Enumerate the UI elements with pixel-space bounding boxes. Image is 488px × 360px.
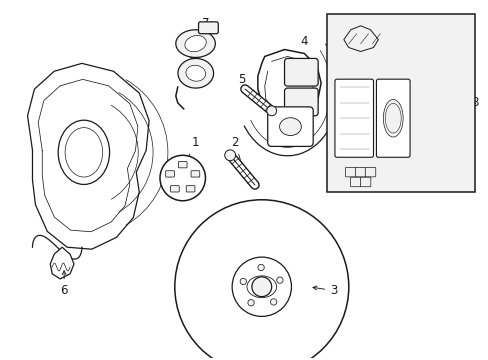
FancyBboxPatch shape [170, 186, 179, 192]
Text: 2: 2 [231, 136, 243, 168]
FancyBboxPatch shape [186, 186, 195, 192]
Polygon shape [257, 50, 321, 121]
FancyBboxPatch shape [165, 171, 174, 177]
Polygon shape [343, 26, 378, 51]
Circle shape [174, 200, 348, 360]
Polygon shape [27, 63, 149, 249]
Circle shape [247, 300, 254, 306]
FancyBboxPatch shape [355, 167, 365, 177]
Circle shape [276, 277, 283, 283]
Circle shape [160, 155, 205, 201]
Text: 1: 1 [184, 136, 199, 165]
Ellipse shape [184, 35, 206, 52]
FancyBboxPatch shape [284, 88, 318, 116]
FancyBboxPatch shape [267, 107, 312, 147]
FancyBboxPatch shape [345, 167, 355, 177]
Text: 7: 7 [190, 17, 209, 46]
FancyBboxPatch shape [350, 177, 360, 187]
Polygon shape [176, 30, 215, 58]
Polygon shape [178, 58, 213, 88]
Ellipse shape [246, 276, 276, 298]
Circle shape [224, 150, 235, 161]
Circle shape [232, 257, 291, 316]
Text: 8: 8 [470, 96, 478, 109]
Ellipse shape [185, 65, 205, 81]
FancyBboxPatch shape [191, 171, 200, 177]
Ellipse shape [279, 118, 301, 135]
FancyBboxPatch shape [284, 58, 318, 86]
Ellipse shape [65, 127, 102, 177]
Circle shape [270, 299, 276, 305]
Text: 4: 4 [295, 35, 307, 60]
Text: 3: 3 [312, 284, 337, 297]
Text: 5: 5 [238, 73, 253, 100]
FancyBboxPatch shape [360, 177, 370, 187]
Text: 6: 6 [60, 271, 68, 297]
FancyBboxPatch shape [334, 79, 373, 157]
Circle shape [240, 278, 246, 285]
Circle shape [257, 264, 264, 271]
Ellipse shape [383, 99, 402, 137]
Bar [326, 14, 474, 192]
FancyBboxPatch shape [365, 167, 375, 177]
Circle shape [266, 106, 276, 116]
FancyBboxPatch shape [178, 162, 187, 168]
Polygon shape [50, 247, 74, 279]
Ellipse shape [58, 120, 109, 184]
FancyBboxPatch shape [198, 22, 218, 34]
FancyBboxPatch shape [376, 79, 409, 157]
Circle shape [251, 277, 271, 297]
